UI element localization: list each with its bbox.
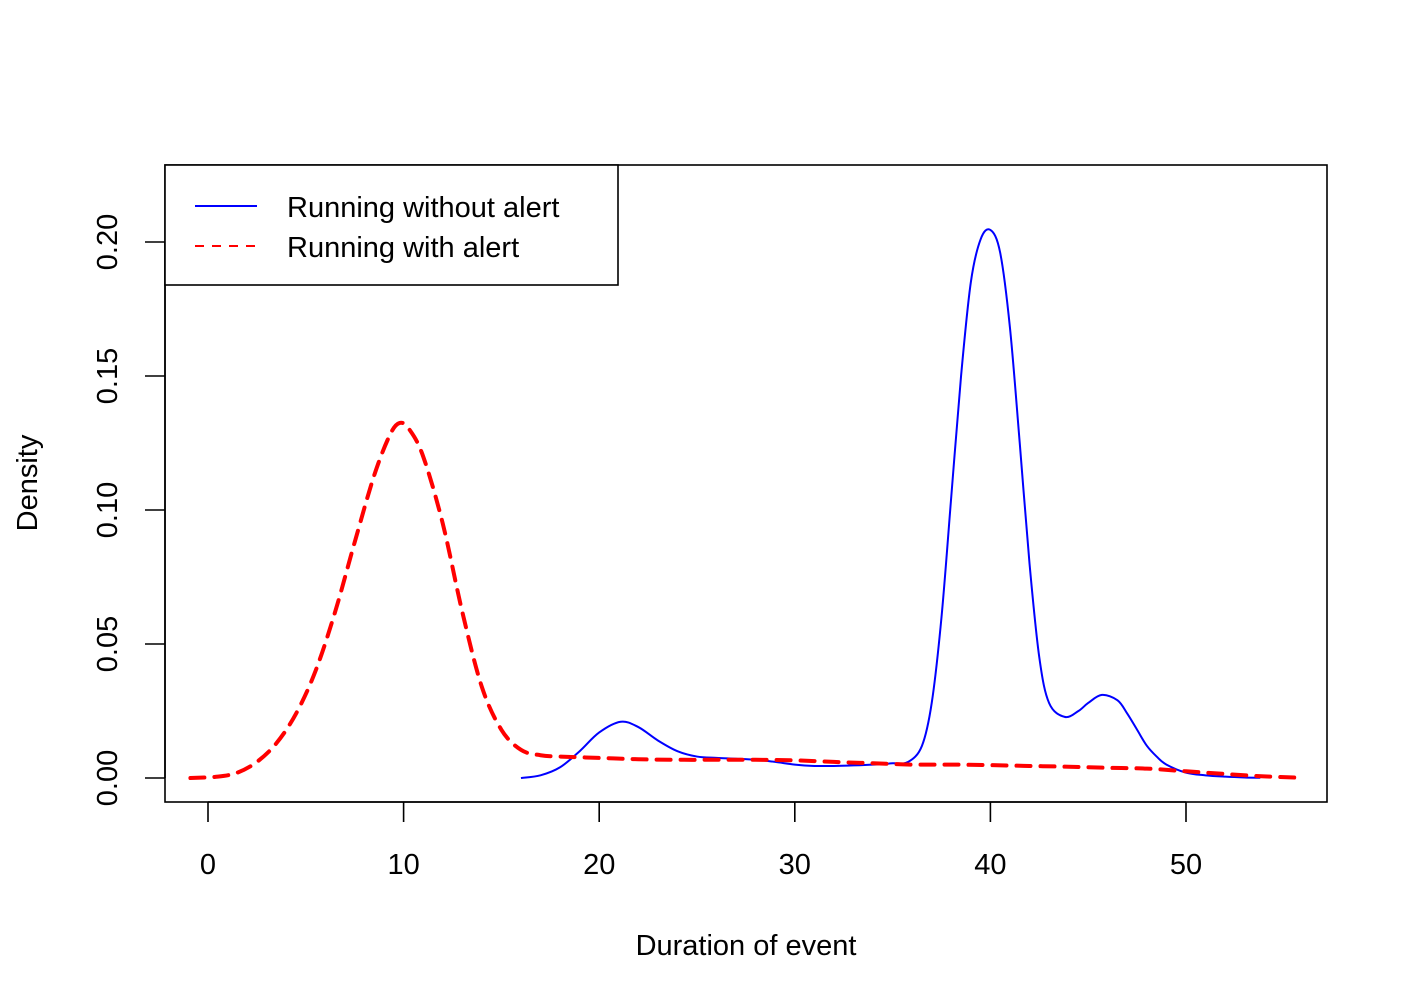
legend: Running without alert Running with alert: [164, 164, 619, 286]
legend-label-running-with-alert: Running with alert: [287, 232, 519, 264]
series-line-running-without-alert: [520, 228, 1261, 779]
legend-box: [164, 164, 619, 286]
y-tick-label: 0.00: [92, 750, 124, 806]
x-tick-label: 10: [387, 849, 419, 881]
x-tick-label: 40: [974, 849, 1006, 881]
plot-area: [188, 228, 1304, 780]
y-tick-label: 0.10: [92, 482, 124, 538]
y-tick-label: 0.15: [92, 348, 124, 404]
x-tick-label: 50: [1170, 849, 1202, 881]
y-tick-label: 0.05: [92, 616, 124, 672]
y-axis-label: Density: [12, 434, 44, 531]
x-tick-label: 0: [200, 849, 216, 881]
x-axis-label: Duration of event: [636, 930, 857, 962]
x-axis: 0 10 20 30 40 50: [200, 801, 1202, 881]
x-tick-label: 30: [779, 849, 811, 881]
x-tick-label: 20: [583, 849, 615, 881]
legend-label-running-without-alert: Running without alert: [287, 192, 559, 224]
series-line-running-with-alert: [188, 420, 1304, 780]
y-axis: 0.00 0.05 0.10 0.15 0.20: [92, 214, 166, 806]
y-tick-label: 0.20: [92, 214, 124, 270]
